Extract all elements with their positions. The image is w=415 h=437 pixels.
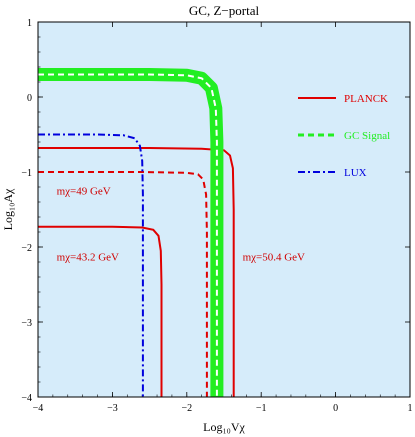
- shaded-region: [38, 22, 410, 397]
- planck-line: [38, 147, 235, 397]
- x-axis-label: Log₁₀Vχ: [203, 420, 245, 434]
- y-tick-label: 1: [27, 18, 32, 29]
- x-tick-label: 1: [408, 403, 413, 414]
- y-tick-label: −2: [21, 243, 32, 254]
- legend-label: PLANCK: [344, 93, 388, 105]
- gc-signal-line: [38, 73, 218, 397]
- lux-line: [38, 133, 144, 397]
- planck-line: [38, 225, 163, 397]
- y-tick-label: 0: [27, 93, 32, 104]
- y-axis-label: Log₁₀Aχ: [1, 188, 15, 230]
- y-tick-label: −4: [21, 393, 32, 404]
- plot-frame: [37, 21, 411, 398]
- mass-annotation: mχ=43.2 GeV: [57, 252, 119, 264]
- chart-title: GC, Z−portal: [189, 3, 260, 18]
- legend-label: LUX: [344, 167, 367, 179]
- x-tick-label: 0: [333, 403, 338, 414]
- mass-annotation: mχ=49 GeV: [57, 186, 111, 198]
- x-tick-label: −1: [256, 403, 267, 414]
- planck-line: [38, 171, 208, 397]
- y-tick-label: −1: [21, 168, 32, 179]
- y-tick-label: −3: [21, 318, 32, 329]
- mass-annotation: mχ=50.4 GeV: [243, 252, 305, 264]
- legend-label: GC Signal: [344, 130, 390, 142]
- x-tick-label: −4: [33, 403, 44, 414]
- x-tick-label: −2: [181, 403, 192, 414]
- x-tick-label: −3: [107, 403, 118, 414]
